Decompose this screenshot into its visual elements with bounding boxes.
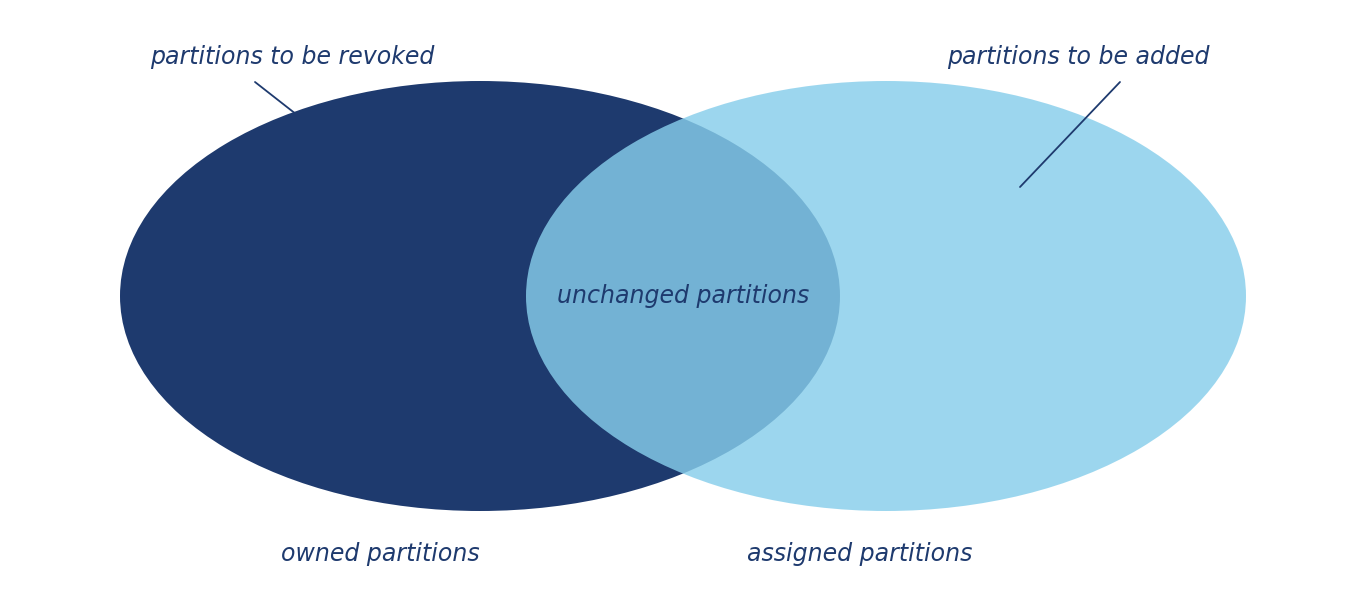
Text: partitions to be added: partitions to be added (948, 45, 1210, 69)
Ellipse shape (120, 81, 840, 511)
Text: assigned partitions: assigned partitions (747, 542, 973, 566)
Text: partitions to be revoked: partitions to be revoked (150, 45, 434, 69)
Text: unchanged partitions: unchanged partitions (557, 284, 809, 308)
Ellipse shape (526, 81, 1246, 511)
Text: owned partitions: owned partitions (280, 542, 479, 566)
